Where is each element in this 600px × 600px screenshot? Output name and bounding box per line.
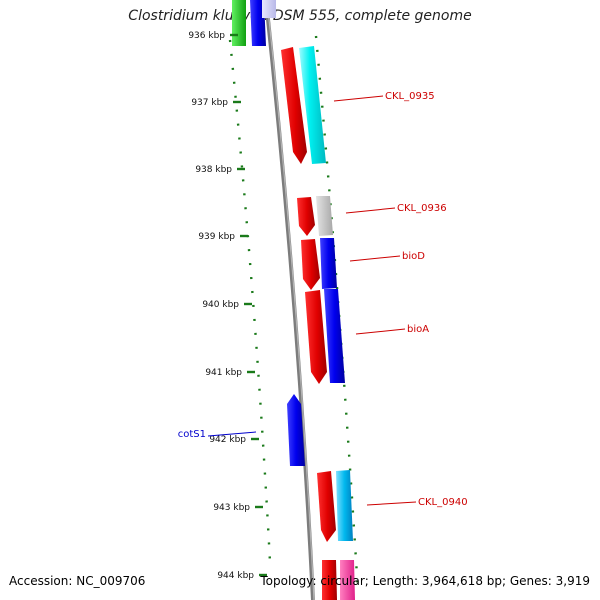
gene-label: CKL_0940 <box>418 497 468 508</box>
gene-pink-bottom <box>340 560 355 600</box>
gene-ckl0940-sky <box>336 470 353 541</box>
gene-lavender-top <box>262 0 276 18</box>
gene-bioa-red <box>305 290 327 384</box>
gene-label: cotS1 <box>178 429 206 440</box>
gene-label-leader <box>349 255 401 262</box>
tick-label: 939 kbp <box>198 232 235 242</box>
gene-ckl0936-gray <box>316 196 333 236</box>
gene-bioa-blue <box>324 289 345 383</box>
gene-label-leader <box>207 431 257 437</box>
gene-label-leader <box>355 328 406 335</box>
gene-label-leader <box>333 95 384 102</box>
tick-label: 942 kbp <box>209 435 246 445</box>
tick-label: 941 kbp <box>205 368 242 378</box>
tick-label: 937 kbp <box>191 98 228 108</box>
gene-ckl0935-cyan <box>299 46 326 164</box>
gene-label-leader <box>366 501 417 506</box>
track-arc <box>314 35 360 593</box>
gene-ckl0940-red <box>317 471 336 542</box>
tick-label: 938 kbp <box>195 165 232 175</box>
tick-label: 936 kbp <box>188 31 225 41</box>
gene-label: bioA <box>407 324 429 335</box>
genome-summary-text: Topology: circular; Length: 3,964,618 bp… <box>260 574 590 588</box>
gene-ckl0935-red <box>281 47 307 164</box>
genome-title: Clostridium kluyveri DSM 555, complete g… <box>128 8 472 24</box>
gene-biod-blue <box>320 238 337 289</box>
gene-ckl0936-red <box>297 197 315 236</box>
tick-scale-arc <box>228 39 272 563</box>
gene-label-group: CKL_0935 CKL_0936 bioD bioA cotS1 CKL_0940 <box>178 91 468 508</box>
tick-label: 944 kbp <box>217 571 254 581</box>
accession-text: Accession: NC_009706 <box>9 574 146 588</box>
gene-label: bioD <box>402 251 425 262</box>
tick-label: 940 kbp <box>202 300 239 310</box>
gene-label: CKL_0936 <box>397 203 447 214</box>
gene-label: CKL_0935 <box>385 91 435 102</box>
gene-cots1-blue <box>287 394 305 466</box>
gene-green <box>232 0 246 46</box>
tick-label: 943 kbp <box>213 503 250 513</box>
gene-red-bottom <box>322 560 337 600</box>
tick-group: 936 kbp 937 kbp 938 kbp 939 kbp 940 kbp 941 k… <box>188 31 267 581</box>
gene-biod-red <box>301 239 320 290</box>
genome-backbone <box>264 0 315 600</box>
gene-label-leader <box>345 207 396 214</box>
